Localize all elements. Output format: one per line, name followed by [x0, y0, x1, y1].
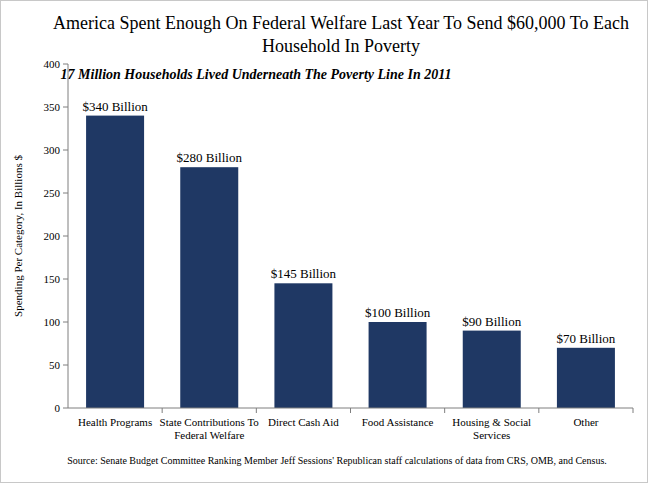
- x-tick-label: Food Assistance: [362, 416, 434, 428]
- x-tick: [162, 408, 163, 413]
- chart-frame: America Spent Enough On Federal Welfare …: [0, 0, 648, 483]
- y-tick-label: 100: [44, 316, 61, 328]
- x-tick: [538, 408, 539, 413]
- x-tick: [633, 408, 634, 413]
- y-tick: [63, 64, 68, 65]
- data-label: $340 Billion: [82, 99, 148, 114]
- subtitle: 17 Million Households Lived Underneath T…: [61, 67, 452, 82]
- bar: [180, 167, 238, 408]
- text-line: Housing & Social: [452, 416, 531, 428]
- y-tick-label: 350: [44, 101, 61, 113]
- x-tick-label: Health Programs: [78, 416, 152, 428]
- x-tick-label: Other: [573, 416, 598, 428]
- y-axis-line: [68, 64, 69, 408]
- text-line: America Spent Enough On Federal Welfare …: [53, 13, 629, 33]
- text-line: State Contributions To: [160, 416, 260, 428]
- text-line: Other: [573, 416, 598, 428]
- bar: [86, 116, 144, 408]
- y-tick: [63, 408, 68, 409]
- data-label: $90 Billion: [462, 314, 521, 329]
- source-note: Source: Senate Budget Committee Ranking …: [67, 455, 607, 466]
- y-tick-label: 200: [44, 230, 61, 242]
- y-tick: [63, 193, 68, 194]
- x-axis-line: [68, 408, 633, 409]
- y-tick: [63, 236, 68, 237]
- y-tick-label: 250: [44, 187, 61, 199]
- text-line: Direct Cash Aid: [268, 416, 339, 428]
- y-tick-label: 0: [55, 402, 61, 414]
- x-tick: [256, 408, 257, 413]
- x-tick: [350, 408, 351, 413]
- y-tick: [63, 279, 68, 280]
- y-tick-label: 50: [49, 359, 61, 371]
- y-tick-label: 300: [44, 144, 61, 156]
- text-line: Health Programs: [78, 416, 152, 428]
- y-tick: [63, 322, 68, 323]
- x-tick-label: Housing & SocialServices: [452, 416, 531, 441]
- text-line: Services: [473, 429, 510, 441]
- y-tick: [63, 365, 68, 366]
- data-label: $280 Billion: [177, 150, 243, 165]
- y-axis-label: Spending Per Category, In Billions $: [12, 155, 24, 317]
- x-tick: [444, 408, 445, 413]
- x-tick-label: State Contributions ToFederal Welfare: [160, 416, 260, 441]
- bar: [557, 348, 615, 408]
- bar: [463, 331, 521, 408]
- chart-svg: America Spent Enough On Federal Welfare …: [1, 1, 648, 483]
- y-tick-label: 400: [44, 58, 61, 70]
- y-tick-label: 150: [44, 273, 61, 285]
- data-label: $100 Billion: [365, 305, 431, 320]
- y-tick: [63, 107, 68, 108]
- data-label: $145 Billion: [271, 266, 337, 281]
- bars: [86, 116, 615, 408]
- title: America Spent Enough On Federal Welfare …: [53, 13, 629, 56]
- y-tick: [63, 150, 68, 151]
- data-label: $70 Billion: [556, 331, 615, 346]
- x-tick-label: Direct Cash Aid: [268, 416, 339, 428]
- bar: [274, 283, 332, 408]
- bar: [369, 322, 427, 408]
- text-line: Household In Poverty: [262, 36, 420, 56]
- text-line: Food Assistance: [362, 416, 434, 428]
- text-line: Federal Welfare: [174, 429, 244, 441]
